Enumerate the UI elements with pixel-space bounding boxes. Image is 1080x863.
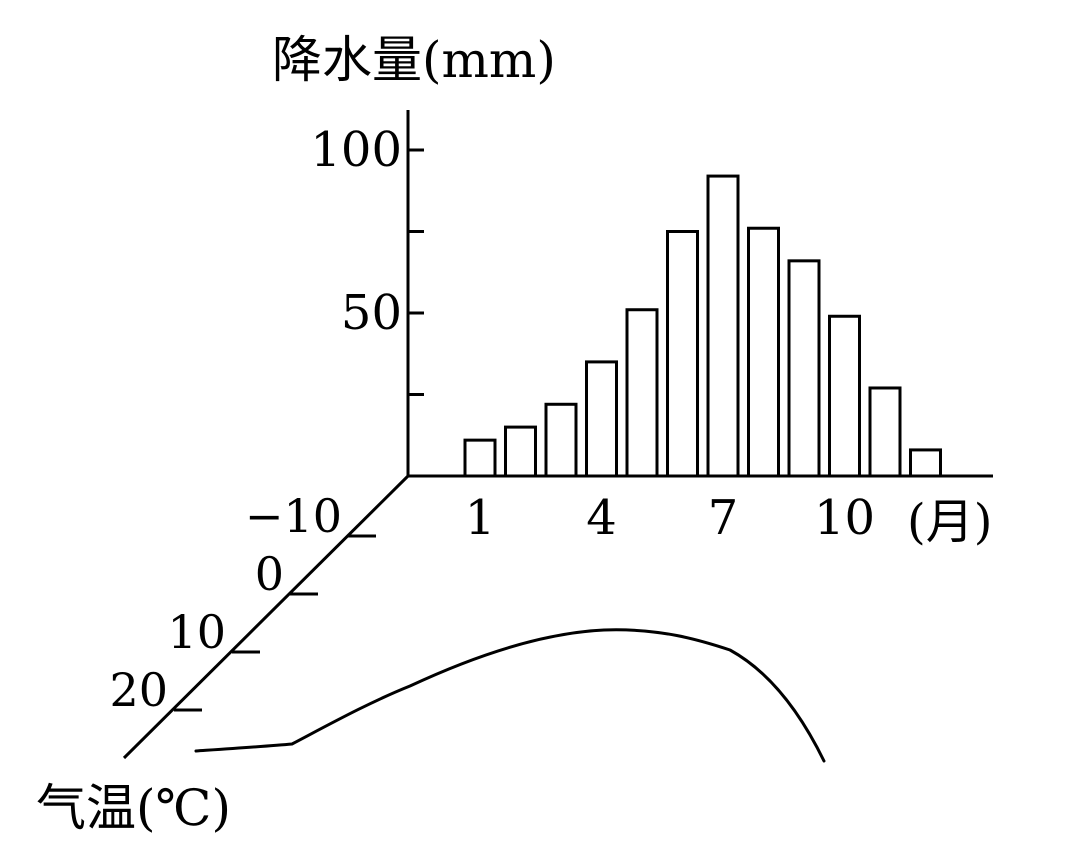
- precip-bar-month-1: [463, 438, 497, 478]
- precip-bar-month-12: [909, 448, 942, 478]
- month-tick-label: 4: [586, 490, 617, 546]
- precip-bar-month-4: [585, 360, 618, 478]
- precip-bar-month-8: [747, 226, 780, 478]
- precip-ticks: 100 50: [310, 122, 424, 396]
- temp-tick-label: 20: [109, 663, 168, 717]
- precip-bar-month-11: [868, 386, 902, 478]
- month-unit-label: (月): [907, 494, 992, 550]
- precip-bar-month-6: [666, 230, 699, 478]
- temp-tick-label: 0: [255, 547, 284, 601]
- temperature-curve: [194, 628, 826, 763]
- precip-bar-month-5: [625, 308, 659, 478]
- temp-tick-label: 10: [167, 605, 226, 659]
- month-tick-label: 7: [708, 490, 739, 546]
- precip-bars: [463, 174, 942, 478]
- precip-bar-month-7: [706, 174, 740, 478]
- precip-tick-label: 50: [341, 285, 402, 341]
- precip-axis-title: 降水量(mm): [272, 31, 556, 89]
- precip-bar-month-9: [787, 259, 821, 478]
- temp-axis-title: 气温(℃): [36, 779, 231, 837]
- temp-tick-label: −10: [245, 489, 342, 543]
- month-tick-label: 10: [814, 490, 875, 546]
- month-tick-labels: 1 4 7 10: [465, 490, 875, 546]
- month-tick-label: 1: [465, 490, 496, 546]
- precip-bar-month-2: [504, 425, 537, 478]
- precip-bar-month-3: [544, 402, 578, 478]
- temp-axis-line: [122, 474, 410, 760]
- precip-bar-month-10: [828, 314, 861, 478]
- precip-tick-label: 100: [310, 122, 402, 178]
